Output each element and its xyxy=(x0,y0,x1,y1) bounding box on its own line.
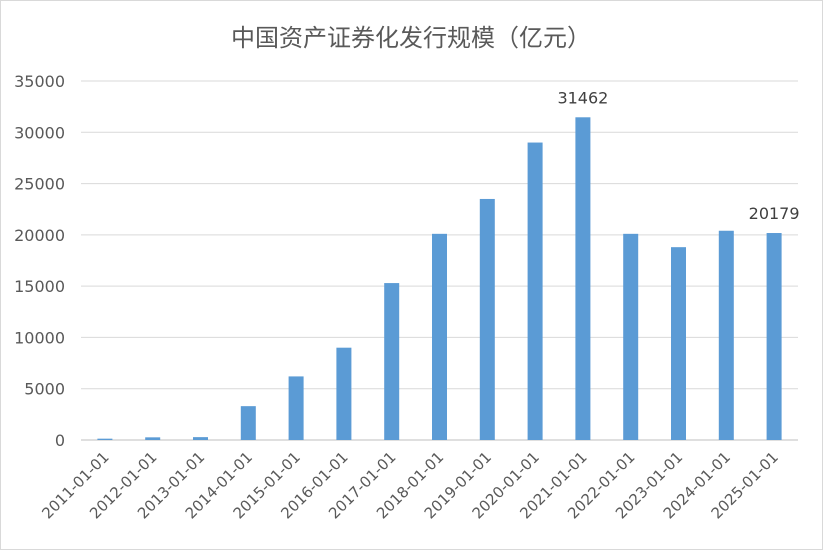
bar xyxy=(145,437,161,440)
x-axis: 2011-01-012012-01-012013-01-012014-01-01… xyxy=(38,448,782,522)
bar xyxy=(97,438,113,440)
y-tick-label: 15000 xyxy=(14,277,65,296)
y-tick-label: 20000 xyxy=(14,226,65,245)
y-tick-label: 35000 xyxy=(14,72,65,91)
bar xyxy=(193,437,208,440)
data-label: 20179 xyxy=(749,204,800,223)
y-axis: 0 5000 10000 15000 20000 25000 30000 35000 xyxy=(14,72,65,450)
bar xyxy=(432,233,447,440)
bar xyxy=(384,283,400,440)
y-tick-label: 30000 xyxy=(14,123,65,142)
y-tick-label: 5000 xyxy=(24,380,65,399)
data-labels: 31462 20179 xyxy=(557,88,799,223)
data-label: 31462 xyxy=(557,88,608,107)
bar xyxy=(623,233,639,440)
bar xyxy=(671,247,686,440)
y-tick-label: 25000 xyxy=(14,175,65,194)
bar xyxy=(766,233,782,440)
bar xyxy=(288,376,304,440)
bar xyxy=(336,347,352,440)
chart-title: 中国资产证券化发行规模（亿元） xyxy=(231,24,591,52)
bar xyxy=(479,198,495,440)
y-tick-label: 0 xyxy=(55,431,65,450)
bar xyxy=(718,230,734,440)
y-tick-label: 10000 xyxy=(14,328,65,347)
bar xyxy=(527,142,543,441)
bars xyxy=(97,117,782,441)
bar xyxy=(575,117,591,441)
bar xyxy=(240,406,256,440)
